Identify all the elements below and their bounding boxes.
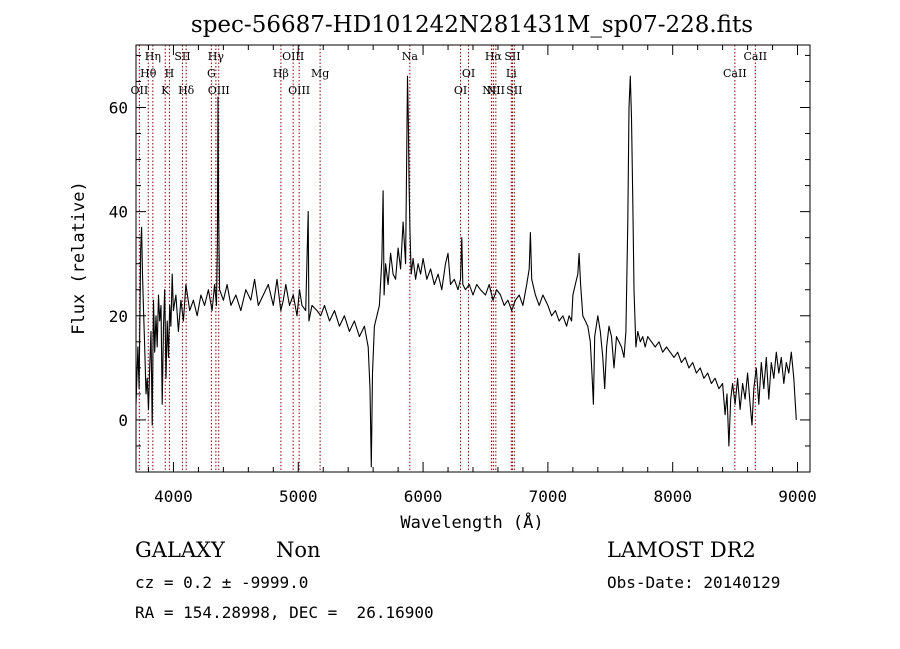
line-label-15: OI [454, 84, 467, 97]
x-tick-label-3: 7000 [529, 487, 568, 506]
line-label-21: SII [504, 50, 520, 63]
line-label-0: OII [131, 84, 149, 97]
spectrum-line-0 [135, 75, 797, 468]
y-tick-label-2: 40 [109, 203, 128, 222]
line-label-23: CaII [723, 67, 747, 80]
observation-date: Obs-Date: 20140129 [607, 573, 781, 592]
coordinates-text: RA = 154.28998, DEC = 26.16900 [135, 603, 434, 622]
line-label-10: Hβ [273, 67, 289, 80]
object-class: GALAXY [135, 538, 225, 562]
x-tick-label-0: 4000 [154, 487, 193, 506]
plot-frame [135, 44, 811, 473]
x-tick-label-1: 5000 [279, 487, 318, 506]
line-label-13: Mg [311, 67, 329, 80]
x-tick-label-5: 9000 [778, 487, 817, 506]
line-label-17: NII [482, 84, 500, 97]
x-tick-label-4: 8000 [653, 487, 692, 506]
line-label-19: NII [487, 84, 505, 97]
line-label-1: Hθ [140, 67, 157, 80]
line-label-11: OIII [282, 50, 304, 63]
y-axis-ticks: 0 20 40 60 [109, 54, 810, 447]
chart-title: spec-56687-HD101242N281431M_sp07-228.fit… [191, 12, 753, 38]
line-label-5: SII [174, 50, 190, 63]
line-label-4: H [165, 67, 175, 80]
x-axis-label: Wavelength (Å) [400, 511, 543, 533]
line-label-9: OIII [208, 84, 230, 97]
spectral-line-markers [138, 45, 756, 472]
x-axis-ticks: 4000 5000 6000 7000 8000 9000 [147, 45, 817, 506]
y-tick-label-1: 20 [109, 307, 128, 326]
line-label-22: SII [506, 84, 522, 97]
series-layer [135, 75, 797, 468]
line-label-8: Hγ [208, 50, 225, 63]
line-label-2: Hη [145, 50, 161, 63]
object-subclass: Non [276, 538, 321, 562]
line-label-24: CaII [743, 50, 767, 63]
line-label-7: G [207, 67, 216, 80]
spectral-line-labels: OIIHθHηKHSIIHδGHγOIIIHβOIIIOIIIMgNaOIOIN… [131, 50, 768, 97]
y-axis-label: Flux (relative) [69, 181, 89, 335]
line-label-3: K [161, 84, 170, 97]
line-label-14: Na [402, 50, 419, 63]
line-label-20: Li [506, 67, 517, 80]
line-label-18: Hα [485, 50, 503, 63]
redshift-text: cz = 0.2 ± -9999.0 [135, 573, 309, 592]
x-tick-label-2: 6000 [404, 487, 443, 506]
y-tick-label-3: 60 [109, 98, 128, 117]
survey-label: LAMOST DR2 [607, 538, 756, 562]
line-label-16: OI [462, 67, 475, 80]
y-tick-label-0: 0 [118, 411, 128, 430]
line-label-12: OIII [288, 84, 310, 97]
line-label-6: Hδ [178, 84, 195, 97]
